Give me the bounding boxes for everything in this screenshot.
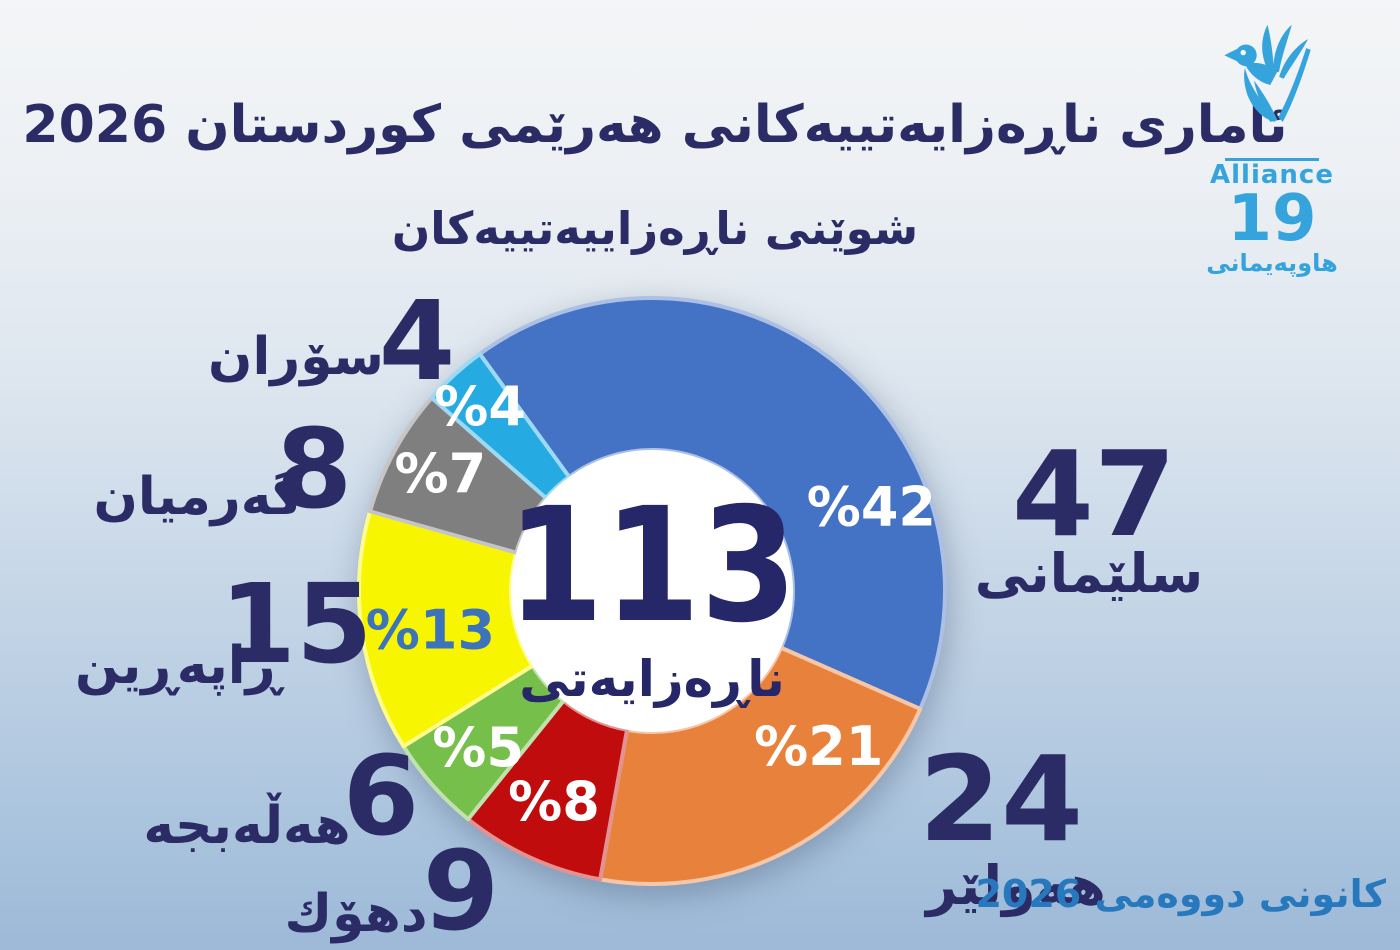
- pct-label-garmian: %7: [394, 442, 486, 505]
- chart-subtitle: شوێنی ناڕەزاییەتییەکان: [391, 202, 919, 255]
- pct-label-halabja: %5: [432, 716, 524, 779]
- city-label-raparin: ڕاپەڕین: [74, 636, 282, 696]
- city-label-hewler: هەولێر: [926, 854, 1106, 917]
- alliance-19-logo: Alliance 19 هاوپەیمانی: [1202, 16, 1342, 276]
- donut-center-total: 113: [506, 474, 798, 658]
- pct-label-raparin: %13: [366, 599, 495, 662]
- pct-label-slemani: %42: [807, 475, 936, 538]
- logo-kurdish-text: هاوپەیمانی: [1206, 249, 1338, 278]
- city-label-halabja: هەڵەبجە: [143, 796, 351, 856]
- donut-center-caption: ناڕەزایەتی: [519, 650, 785, 708]
- pct-label-soran: %4: [434, 375, 526, 438]
- logo-brand-text: Alliance: [1210, 160, 1334, 190]
- logo-number: 19: [1227, 182, 1317, 257]
- city-label-duhok: دهۆك: [284, 884, 428, 944]
- city-label-slemani: سلێمانی: [974, 542, 1204, 605]
- logo-divider: [1225, 158, 1319, 161]
- city-label-garmian: گەرمیان: [93, 467, 303, 527]
- count-label-halabja: 6: [342, 732, 420, 860]
- pie-slice-raparin: [357, 509, 535, 749]
- count-label-hewler: 24: [918, 730, 1084, 868]
- dove-hand-icon: [1224, 24, 1311, 122]
- pct-label-duhok: %8: [508, 770, 600, 833]
- count-label-duhok: 9: [422, 827, 500, 950]
- page-title: ئاماری ناڕەزایەتییەکانی هەرێمی کوردستان …: [22, 95, 1288, 155]
- pct-label-hewler: %21: [754, 715, 883, 778]
- city-label-soran: سۆران: [208, 327, 384, 387]
- count-label-garmian: 8: [275, 405, 353, 533]
- count-label-raparin: 15: [219, 560, 373, 688]
- count-label-soran: 4: [378, 277, 456, 405]
- count-label-slemani: 47: [1011, 425, 1177, 563]
- date-note: كانونی دووەمی 2026: [975, 872, 1386, 916]
- donut-hole: [511, 450, 793, 732]
